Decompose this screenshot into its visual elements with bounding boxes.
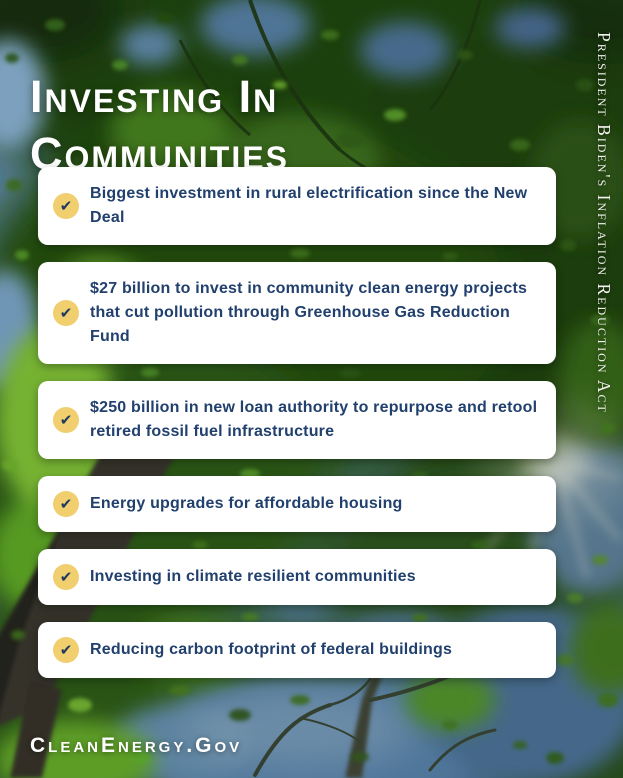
checkmark-icon: ✔ [53, 407, 79, 433]
checklist-card: ✔ Reducing carbon footprint of federal b… [38, 622, 556, 678]
checklist-card: ✔ Biggest investment in rural electrific… [38, 167, 556, 245]
checkmark-icon: ✔ [53, 193, 79, 219]
checklist-item-text: $250 billion in new loan authority to re… [90, 399, 538, 440]
checklist-item-text: Biggest investment in rural electrificat… [90, 185, 528, 226]
checklist-card: ✔ Investing in climate resilient communi… [38, 549, 556, 605]
checklist-item-text: $27 billion to invest in community clean… [90, 280, 528, 345]
checklist-item-text: Energy upgrades for affordable housing [90, 495, 403, 512]
checklist-item-text: Investing in climate resilient communiti… [90, 568, 416, 585]
checklist-item-text: Reducing carbon footprint of federal bui… [90, 641, 453, 658]
side-banner: President Biden's Inflation Reduction Ac… [594, 32, 614, 414]
checklist: ✔ Biggest investment in rural electrific… [38, 167, 556, 678]
checkmark-icon: ✔ [53, 491, 79, 517]
checklist-card: ✔ Energy upgrades for affordable housing [38, 476, 556, 532]
checklist-card: ✔ $250 billion in new loan authority to … [38, 381, 556, 459]
footer-site-name: CleanEnergy.Gov [30, 734, 243, 757]
checkmark-icon: ✔ [53, 637, 79, 663]
page-title: Investing In Communities [30, 71, 289, 180]
checkmark-icon: ✔ [53, 300, 79, 326]
checkmark-icon: ✔ [53, 564, 79, 590]
checklist-card: ✔ $27 billion to invest in community cle… [38, 262, 556, 364]
